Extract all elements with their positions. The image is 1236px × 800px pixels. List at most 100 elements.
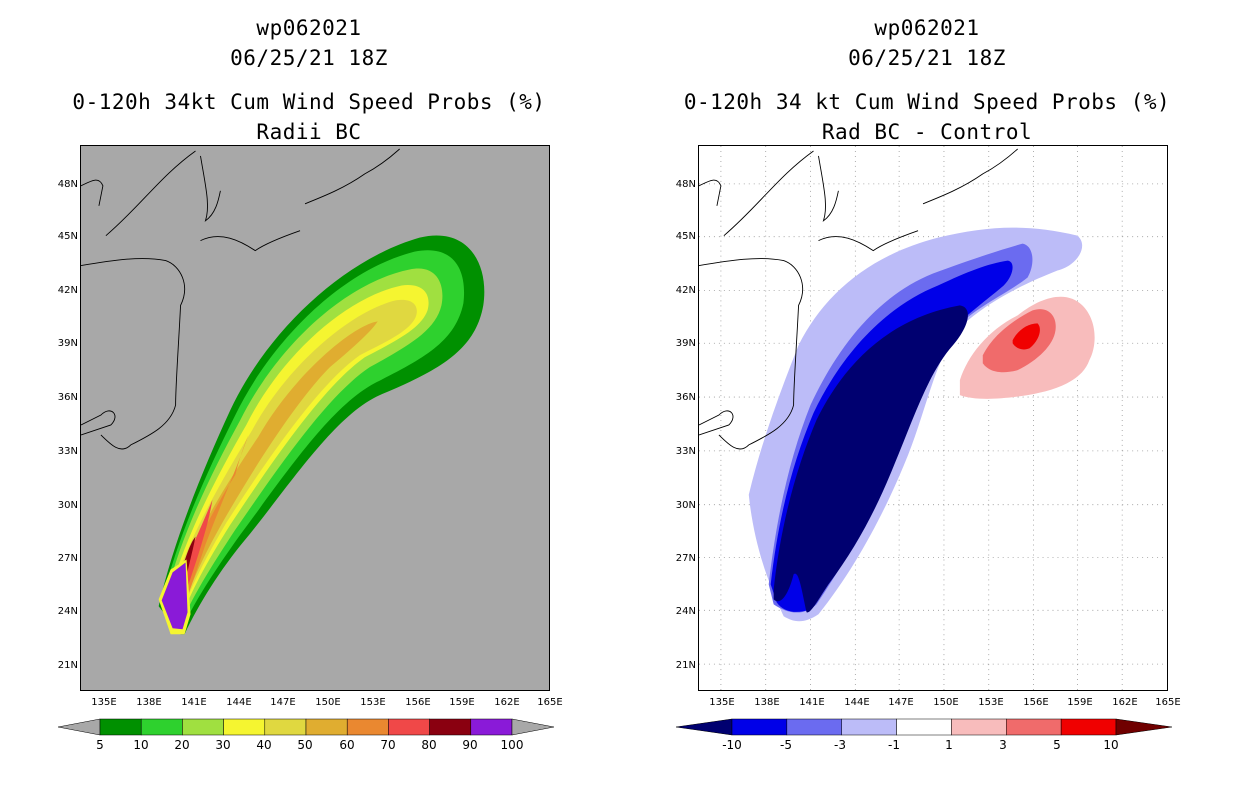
colorbar-swatch (896, 718, 952, 736)
colorbar-over-arrow (511, 718, 554, 736)
lon-label: 153E (360, 697, 386, 708)
lon-label: 144E (844, 697, 870, 708)
lat-label: 48N (675, 179, 696, 190)
lon-label: 165E (537, 697, 563, 708)
right-colorbar (676, 718, 1172, 736)
colorbar-swatch (305, 718, 348, 736)
colorbar-label: -10 (722, 738, 742, 752)
colorbar-label: 20 (174, 738, 190, 752)
prob-70-band (180, 499, 213, 615)
lat-label: 21N (57, 660, 78, 671)
left-probability-map (80, 145, 550, 691)
colorbar-label: 80 (421, 738, 437, 752)
lat-label: 33N (57, 446, 78, 457)
lon-label: 156E (405, 697, 431, 708)
right-storm-id: wp062021 (874, 16, 980, 40)
colorbar-swatch (99, 718, 142, 736)
lat-label: 39N (675, 338, 696, 349)
lon-label: 135E (91, 697, 117, 708)
lat-label: 27N (675, 553, 696, 564)
diff-plus5-band (1012, 323, 1040, 350)
colorbar-swatch (470, 718, 513, 736)
lon-label: 138E (136, 697, 162, 708)
lon-label: 141E (181, 697, 207, 708)
lat-label: 45N (675, 231, 696, 242)
colorbar-swatch (223, 718, 266, 736)
colorbar-label: 100 (500, 738, 524, 752)
colorbar-label: 60 (339, 738, 355, 752)
colorbar-label: 40 (256, 738, 272, 752)
prob-100-band (161, 562, 188, 630)
colorbar-label: 70 (380, 738, 396, 752)
colorbar-swatch (346, 718, 389, 736)
prob-60-band (180, 434, 249, 617)
colorbar-swatch (140, 718, 183, 736)
lat-label: 48N (57, 179, 78, 190)
left-storm-id: wp062021 (256, 16, 362, 40)
colorbar-swatch (951, 718, 1007, 736)
colorbar-label: -5 (780, 738, 792, 752)
lat-label: 24N (57, 606, 78, 617)
right-panel: wp062021 06/25/21 18Z 0-120h 34 kt Cum W… (618, 0, 1236, 800)
coastlines (699, 148, 1018, 450)
colorbar-label: 90 (462, 738, 478, 752)
lon-label: 162E (1112, 697, 1138, 708)
lat-label: 21N (675, 660, 696, 671)
lat-label: 27N (57, 553, 78, 564)
lon-label: 162E (494, 697, 520, 708)
lon-label: 159E (449, 697, 475, 708)
left-subtitle: Radii BC (256, 120, 362, 144)
lat-label: 42N (675, 285, 696, 296)
lat-label: 30N (57, 500, 78, 511)
colorbar-label: 1 (945, 738, 953, 752)
colorbar-label: -3 (834, 738, 846, 752)
colorbar-over-arrow (1115, 718, 1172, 736)
colorbar-label: 10 (133, 738, 149, 752)
colorbar-under-arrow (676, 718, 733, 736)
colorbar-swatch (388, 718, 430, 736)
colorbar-swatch (1006, 718, 1062, 736)
diff-minus10-band (773, 305, 968, 613)
lon-label: 159E (1067, 697, 1093, 708)
colorbar-label: 30 (215, 738, 231, 752)
right-title: 0-120h 34 kt Cum Wind Speed Probs (%) (683, 90, 1171, 114)
lon-label: 153E (978, 697, 1004, 708)
colorbar-swatch (429, 718, 472, 736)
lat-label: 36N (57, 392, 78, 403)
lat-label: 30N (675, 500, 696, 511)
lon-label: 156E (1023, 697, 1049, 708)
colorbar-label: 10 (1103, 738, 1119, 752)
lat-label: 36N (675, 392, 696, 403)
lon-label: 144E (226, 697, 252, 708)
left-panel: wp062021 06/25/21 18Z 0-120h 34kt Cum Wi… (57, 16, 563, 752)
lon-label: 150E (315, 697, 341, 708)
colorbar-label: 5 (1053, 738, 1061, 752)
lat-label: 42N (57, 285, 78, 296)
lat-label: 39N (57, 338, 78, 349)
lat-label: 24N (675, 606, 696, 617)
colorbar-label: -1 (888, 738, 900, 752)
left-colorbar (58, 718, 554, 736)
colorbar-swatch (786, 718, 842, 736)
colorbar-swatch (1060, 718, 1117, 736)
lon-label: 135E (709, 697, 735, 708)
lon-label: 147E (270, 697, 296, 708)
prob-40-band (174, 299, 417, 623)
right-subtitle: Rad BC - Control (821, 120, 1033, 144)
left-title: 0-120h 34kt Cum Wind Speed Probs (%) (72, 90, 546, 114)
colorbar-label: 5 (96, 738, 104, 752)
colorbar-swatch (841, 718, 897, 736)
coastlines (81, 148, 400, 450)
colorbar-swatch (731, 718, 788, 736)
prob-20-band (166, 268, 443, 630)
colorbar-swatch (264, 718, 307, 736)
colorbar-under-arrow (58, 718, 101, 736)
left-datetime: 06/25/21 18Z (230, 46, 388, 70)
lon-label: 147E (888, 697, 914, 708)
lon-label: 150E (933, 697, 959, 708)
lat-label: 45N (57, 231, 78, 242)
lat-label: 33N (675, 446, 696, 457)
lon-label: 138E (754, 697, 780, 708)
graticule (699, 146, 1167, 690)
right-datetime: 06/25/21 18Z (848, 46, 1006, 70)
